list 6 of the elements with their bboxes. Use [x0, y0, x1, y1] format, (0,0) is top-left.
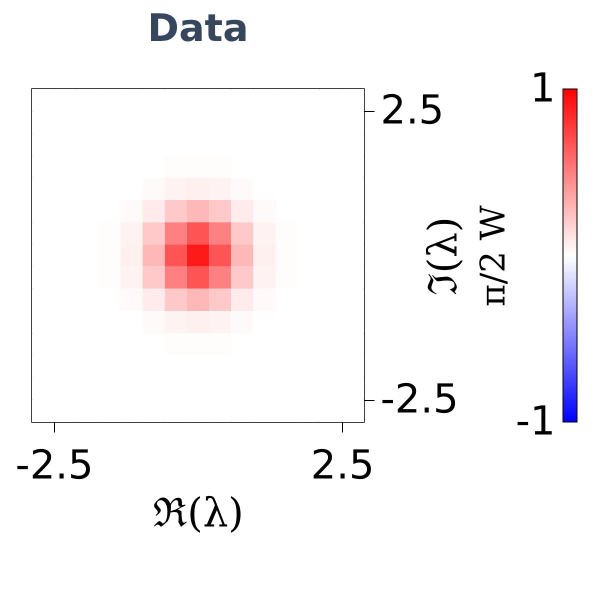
chart-title: Data [148, 6, 248, 50]
color-bar-label: 1 [530, 66, 556, 112]
x-axis-title: ℜ(λ) [153, 490, 244, 536]
y-axis-title: ℑ(λ) [420, 216, 467, 296]
color-bar-title: π/2 W [474, 205, 514, 307]
color-bar-label: -1 [516, 398, 556, 444]
